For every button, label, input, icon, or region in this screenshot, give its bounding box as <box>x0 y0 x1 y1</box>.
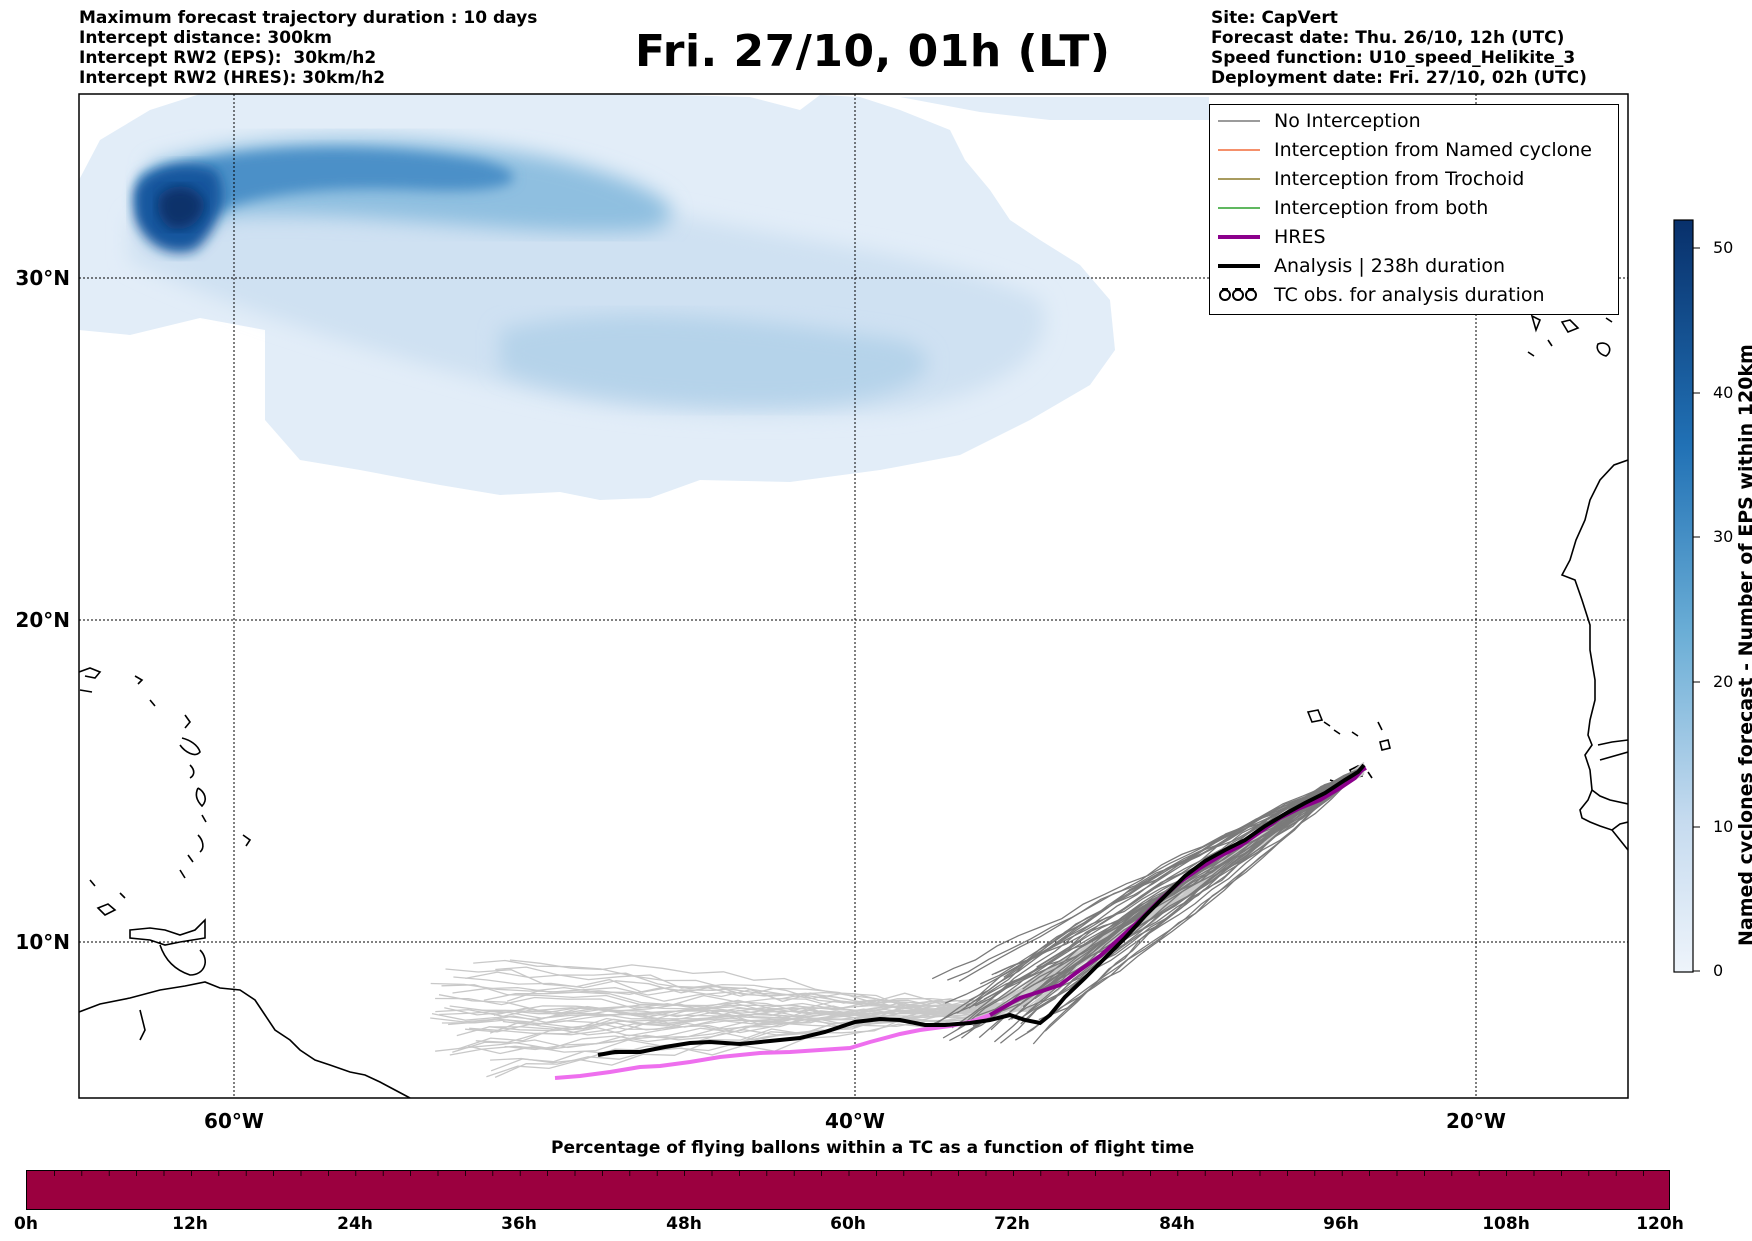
param-max-duration: Maximum forecast trajectory duration : 1… <box>79 8 538 28</box>
cyclone-symbol-icon <box>1219 288 1257 301</box>
param-intercept-hres: Intercept RW2 (HRES): 30km/h2 <box>79 68 386 88</box>
forecast-parameters: Maximum forecast trajectory duration : 1… <box>79 8 537 88</box>
eps-trajectory-light <box>465 767 1365 1014</box>
param-intercept-eps: Intercept RW2 (EPS): 30km/h2 <box>79 48 377 68</box>
eps-trajectory-light <box>448 763 1365 1026</box>
hres-trajectory <box>989 766 1367 1017</box>
eps-trajectory-light <box>502 770 1365 1031</box>
map-frame <box>78 93 1629 1099</box>
site-info: Site: CapVert Forecast date: Thu. 26/10,… <box>1211 8 1587 88</box>
colorbar-tick-0: 0 <box>1713 961 1724 980</box>
eps-trajectory-light <box>431 763 1365 1022</box>
legend-item-analysis: Analysis | 238h duration <box>1218 255 1506 277</box>
colorbar-ticks <box>1693 247 1700 972</box>
colorbar-tick-50: 50 <box>1713 238 1734 257</box>
eps-trajectory-no-interception <box>991 767 1365 976</box>
colorbar-tick-40: 40 <box>1713 383 1734 402</box>
time-tick-84h: 84h <box>1159 1214 1195 1234</box>
legend-item-named-cyclone: Interception from Named cyclone <box>1218 139 1592 161</box>
eps-trajectories <box>430 761 1365 1078</box>
lat-tick-30n: 30°N <box>15 266 70 290</box>
legend-item-trochoid: Interception from Trochoid <box>1218 168 1525 190</box>
eps-trajectory-light <box>473 771 1365 1009</box>
map-title: Fri. 27/10, 01h (LT) <box>635 26 1111 77</box>
cyclone-density-field <box>79 94 1209 500</box>
colorbar-tick-10: 10 <box>1713 817 1734 836</box>
time-tick-96h: 96h <box>1323 1214 1359 1234</box>
site-name: Site: CapVert <box>1211 8 1338 28</box>
lon-tick-20w: 20°W <box>1446 1109 1506 1133</box>
lat-tick-10n: 10°N <box>15 930 70 954</box>
colorbar-tick-30: 30 <box>1713 527 1734 546</box>
eps-trajectory-no-interception <box>1038 767 1365 1021</box>
eps-trajectory-light <box>477 766 1365 1024</box>
forecast-date: Forecast date: Thu. 26/10, 12h (UTC) <box>1211 28 1565 48</box>
eps-trajectory-no-interception <box>1003 768 1365 978</box>
time-tick-108h: 108h <box>1482 1214 1530 1234</box>
colorbar-title: Named cyclones forecast - Number of EPS … <box>1735 344 1752 946</box>
eps-trajectory-light <box>506 772 1365 1017</box>
eps-trajectory-light <box>435 761 1365 1016</box>
colorbar-tick-20: 20 <box>1713 672 1734 691</box>
hres-trajectory-light <box>554 1013 991 1080</box>
eps-trajectory-light <box>444 764 1365 1016</box>
eps-trajectory-no-interception <box>958 766 1365 982</box>
eps-trajectory-light <box>453 771 1365 1014</box>
eps-trajectory-light <box>509 763 1365 1012</box>
time-tick-120h: 120h <box>1636 1214 1684 1234</box>
legend-item-both: Interception from both <box>1218 197 1489 219</box>
map-gridlines <box>79 94 1628 1098</box>
time-tick-36h: 36h <box>501 1214 537 1234</box>
eps-trajectory-no-interception <box>960 765 1365 1035</box>
eps-trajectory-light <box>493 770 1365 1019</box>
eps-trajectory-no-interception <box>1014 769 1365 1041</box>
eps-trajectory-light <box>494 770 1365 1078</box>
lon-tick-40w: 40°W <box>825 1109 885 1133</box>
speed-function: Speed function: U10_speed_Helikite_3 <box>1211 48 1576 68</box>
flight-time-bar-title: Percentage of flying ballons within a TC… <box>551 1138 1195 1158</box>
legend-item-hres: HRES <box>1218 226 1326 248</box>
flight-time-percentage-bar <box>26 1170 1670 1210</box>
legend: No Interception Interception from Named … <box>1209 104 1619 315</box>
eps-trajectory-no-interception <box>1008 769 1365 1021</box>
lat-tick-20n: 20°N <box>15 608 70 632</box>
cyclone-colorbar <box>1673 219 1694 973</box>
time-tick-72h: 72h <box>994 1214 1030 1234</box>
eps-trajectory-light <box>430 766 1365 1023</box>
eps-trajectory-no-interception <box>956 768 1365 1014</box>
time-tick-60h: 60h <box>830 1214 866 1234</box>
eps-trajectory-light <box>488 765 1365 1032</box>
eps-trajectory-light <box>435 771 1365 1021</box>
coastlines <box>79 314 1628 1098</box>
analysis-trajectory <box>597 763 1366 1057</box>
legend-item-tc-obs: TC obs. for analysis duration <box>1218 283 1545 307</box>
time-tick-48h: 48h <box>666 1214 702 1234</box>
time-tick-0h: 0h <box>14 1214 38 1234</box>
deployment-date: Deployment date: Fri. 27/10, 02h (UTC) <box>1211 68 1587 88</box>
legend-item-no-interception: No Interception <box>1218 110 1421 132</box>
eps-trajectory-light <box>439 763 1365 1020</box>
eps-trajectory-light <box>483 773 1365 1016</box>
eps-trajectory-no-interception <box>975 768 1365 1017</box>
param-intercept-distance: Intercept distance: 300km <box>79 28 332 48</box>
time-tick-24h: 24h <box>337 1214 373 1234</box>
time-tick-12h: 12h <box>172 1214 208 1234</box>
lon-tick-60w: 60°W <box>204 1109 264 1133</box>
